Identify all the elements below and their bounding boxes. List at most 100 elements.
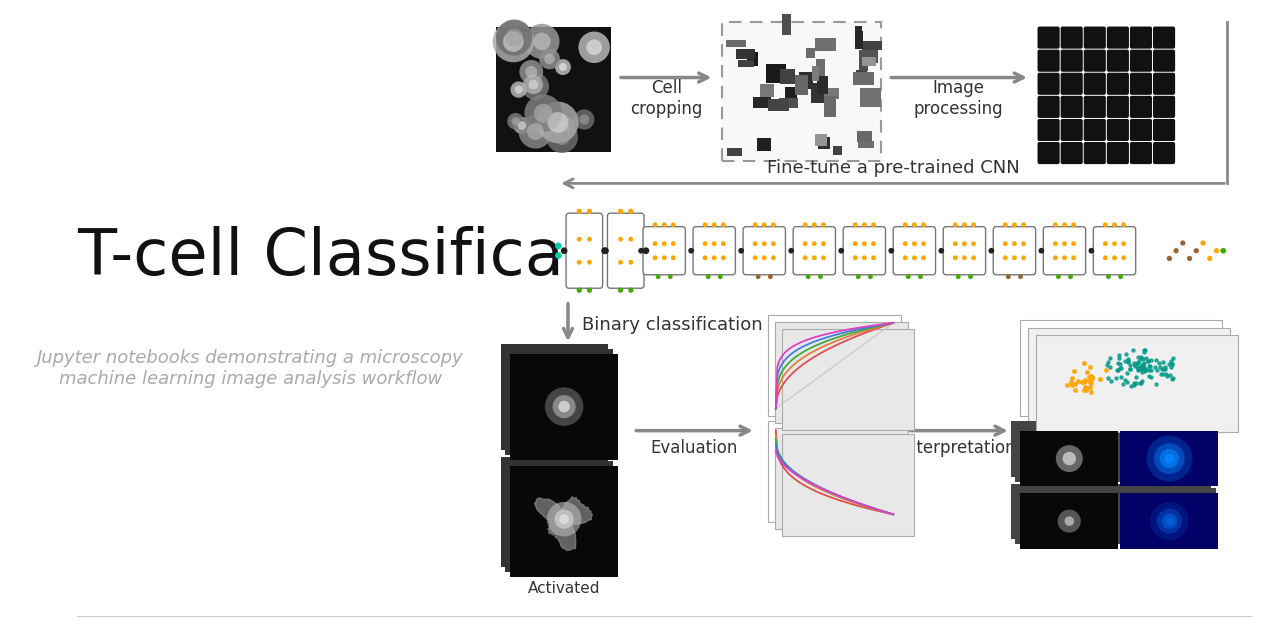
Bar — [1120, 493, 1219, 549]
Circle shape — [628, 260, 634, 265]
Circle shape — [576, 287, 582, 293]
Text: Fine-tune a pre-trained CNN: Fine-tune a pre-trained CNN — [767, 159, 1020, 177]
Circle shape — [1174, 248, 1179, 253]
Bar — [768, 99, 788, 111]
Circle shape — [852, 255, 858, 260]
Bar — [760, 84, 774, 97]
Bar — [859, 141, 874, 148]
Circle shape — [1194, 248, 1199, 253]
Circle shape — [1056, 275, 1061, 279]
Circle shape — [1166, 256, 1172, 261]
Circle shape — [1112, 255, 1117, 260]
Text: Evaluation: Evaluation — [650, 439, 739, 457]
Circle shape — [988, 248, 995, 253]
FancyBboxPatch shape — [1153, 96, 1175, 118]
Circle shape — [705, 275, 710, 279]
Circle shape — [1121, 255, 1126, 260]
FancyBboxPatch shape — [1107, 142, 1129, 164]
Circle shape — [762, 222, 767, 227]
Bar — [768, 315, 901, 416]
FancyBboxPatch shape — [566, 213, 603, 288]
Circle shape — [559, 63, 567, 71]
Bar — [511, 354, 618, 460]
Circle shape — [1018, 275, 1023, 279]
Text: Activated: Activated — [527, 581, 600, 596]
Circle shape — [838, 248, 844, 253]
Circle shape — [527, 124, 544, 140]
Circle shape — [553, 395, 576, 418]
Circle shape — [618, 287, 623, 293]
Bar — [860, 88, 881, 108]
FancyBboxPatch shape — [1153, 119, 1175, 141]
Circle shape — [818, 275, 823, 279]
Circle shape — [548, 112, 568, 133]
Circle shape — [972, 241, 975, 246]
Bar — [1020, 493, 1119, 549]
Circle shape — [653, 241, 658, 246]
Circle shape — [952, 222, 957, 227]
FancyBboxPatch shape — [1130, 50, 1152, 72]
Circle shape — [820, 241, 826, 246]
Circle shape — [628, 287, 634, 293]
Circle shape — [618, 237, 623, 241]
Circle shape — [511, 81, 527, 98]
FancyBboxPatch shape — [1093, 227, 1135, 275]
Circle shape — [1004, 241, 1007, 246]
Circle shape — [888, 248, 895, 253]
Circle shape — [1071, 222, 1076, 227]
Circle shape — [1053, 222, 1057, 227]
Bar — [806, 48, 814, 58]
Circle shape — [561, 247, 567, 254]
Bar — [782, 329, 914, 429]
Circle shape — [1012, 255, 1016, 260]
FancyBboxPatch shape — [1043, 227, 1085, 275]
FancyBboxPatch shape — [1107, 50, 1129, 72]
Circle shape — [671, 255, 676, 260]
Circle shape — [539, 49, 559, 69]
Circle shape — [721, 241, 726, 246]
FancyBboxPatch shape — [1061, 96, 1083, 118]
Bar — [855, 26, 861, 47]
Circle shape — [972, 222, 975, 227]
Bar — [1015, 426, 1216, 482]
Circle shape — [918, 275, 923, 279]
FancyBboxPatch shape — [1084, 96, 1106, 118]
Circle shape — [525, 66, 538, 78]
Circle shape — [968, 275, 973, 279]
Circle shape — [861, 241, 867, 246]
Circle shape — [1053, 241, 1057, 246]
Circle shape — [762, 241, 767, 246]
Circle shape — [602, 247, 609, 254]
Circle shape — [506, 29, 524, 47]
Bar — [506, 461, 613, 572]
Circle shape — [545, 387, 584, 426]
Circle shape — [1162, 513, 1178, 529]
Circle shape — [768, 275, 773, 279]
Circle shape — [902, 255, 908, 260]
FancyBboxPatch shape — [1107, 96, 1129, 118]
Circle shape — [628, 237, 634, 241]
Text: Quiescent: Quiescent — [526, 463, 603, 479]
FancyBboxPatch shape — [1130, 96, 1152, 118]
Circle shape — [662, 241, 667, 246]
Circle shape — [1021, 255, 1027, 260]
Circle shape — [520, 60, 543, 84]
Circle shape — [812, 255, 817, 260]
Circle shape — [655, 275, 660, 279]
Circle shape — [558, 122, 570, 133]
Text: Binary classification: Binary classification — [582, 316, 763, 334]
Circle shape — [628, 209, 634, 214]
Circle shape — [529, 80, 543, 93]
Bar — [856, 131, 872, 142]
Text: Image
processing: Image processing — [914, 79, 1004, 118]
Circle shape — [956, 275, 961, 279]
Circle shape — [820, 222, 826, 227]
Bar — [774, 322, 908, 423]
Circle shape — [1021, 222, 1027, 227]
Circle shape — [1065, 516, 1074, 526]
Circle shape — [868, 275, 873, 279]
Circle shape — [963, 241, 966, 246]
Circle shape — [1201, 241, 1206, 246]
FancyBboxPatch shape — [993, 227, 1036, 275]
Circle shape — [662, 222, 667, 227]
